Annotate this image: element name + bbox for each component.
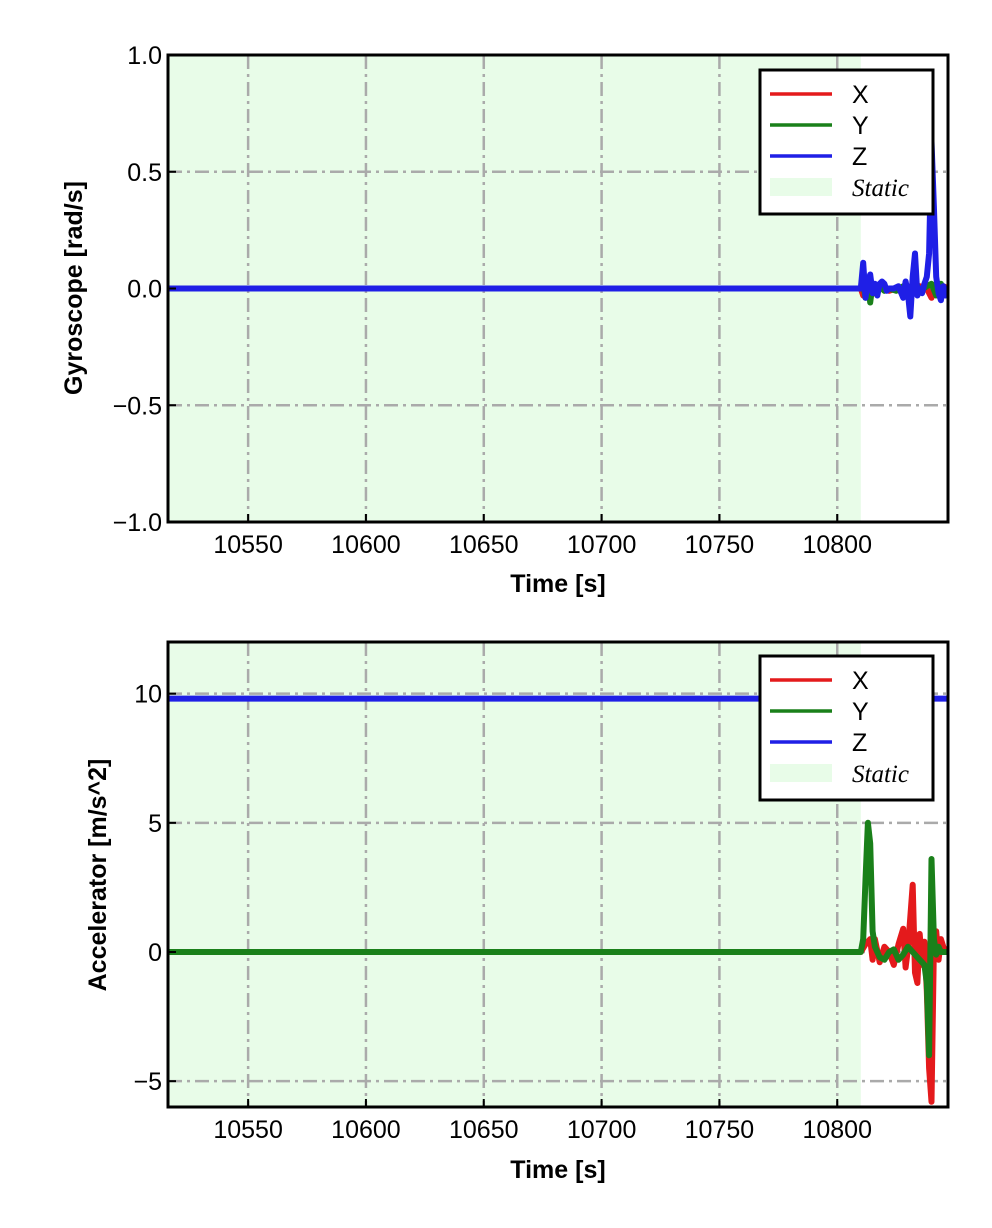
accelerometer-x-tick-label: 10600 <box>331 1116 401 1144</box>
gyroscope-x-tick-label: 10800 <box>802 531 872 559</box>
gyroscope-legend-label-static: Static <box>852 175 909 202</box>
accelerometer-plot-frame <box>166 640 950 1109</box>
gyroscope-legend-label-x: X <box>852 81 869 109</box>
gyroscope-y-tick-label: 0.5 <box>127 159 162 187</box>
gyroscope-x-tick-label: 10600 <box>331 531 401 559</box>
accelerometer-y-tick-label: 10 <box>134 681 162 709</box>
gyroscope-legend-label-z: Z <box>852 143 867 171</box>
accelerometer-x-tick-label: 10800 <box>802 1116 872 1144</box>
accelerometer-legend-label-y: Y <box>852 698 869 726</box>
gyroscope-legend-swatch-static <box>770 178 832 196</box>
gyroscope-legend-label-y: Y <box>852 112 869 140</box>
accelerometer-legend-swatch-static <box>770 764 832 782</box>
accelerometer-x-tick-label: 10550 <box>213 1116 283 1144</box>
accelerometer-legend: XYZ Static <box>758 654 935 802</box>
accelerometer-legend-label-z: Z <box>852 729 867 757</box>
accelerometer-static-region <box>168 642 861 1107</box>
accelerometer-legend-label-x: X <box>852 667 869 695</box>
gyroscope-series-z-line <box>168 138 948 320</box>
gyroscope-legend: XYZ Static <box>758 68 935 216</box>
accelerometer-x-axis-label: Time [s] <box>510 1156 605 1184</box>
gyroscope-y-tick-label: 0.0 <box>127 276 162 304</box>
gyroscope-chart: 10550 10600 10650 10700 10750 10800 −1.0 −0.5 0.… <box>60 42 950 598</box>
accelerometer-y-tick-label: 0 <box>148 939 162 967</box>
gyroscope-y-axis-label: Gyroscope [rad/s] <box>60 181 88 395</box>
gyroscope-x-axis-label: Time [s] <box>510 570 605 598</box>
accelerometer-x-tick-label: 10700 <box>567 1116 637 1144</box>
accelerometer-y-tick-label: −5 <box>133 1068 162 1096</box>
accelerometer-legend-label-static: Static <box>852 761 909 788</box>
accelerometer-chart: 10550 10600 10650 10700 10750 10800 −5 0 5 10 XYZ… <box>84 640 950 1184</box>
gyroscope-y-tick-label: −1.0 <box>113 509 162 537</box>
accelerometer-series-y-line <box>168 819 948 1059</box>
gyroscope-x-tick-label: 10650 <box>449 531 519 559</box>
gyroscope-y-tick-label: 1.0 <box>127 42 162 70</box>
gyroscope-x-tick-label: 10700 <box>567 531 637 559</box>
gyroscope-y-tick-label: −0.5 <box>113 392 162 420</box>
gyroscope-x-tick-label: 10750 <box>685 531 755 559</box>
accelerometer-x-tick-label: 10750 <box>685 1116 755 1144</box>
accelerometer-y-axis-label: Accelerator [m/s^2] <box>84 759 112 992</box>
accelerometer-x-tick-label: 10650 <box>449 1116 519 1144</box>
accelerometer-y-tick-label: 5 <box>148 810 162 838</box>
gyroscope-x-tick-label: 10550 <box>213 531 283 559</box>
